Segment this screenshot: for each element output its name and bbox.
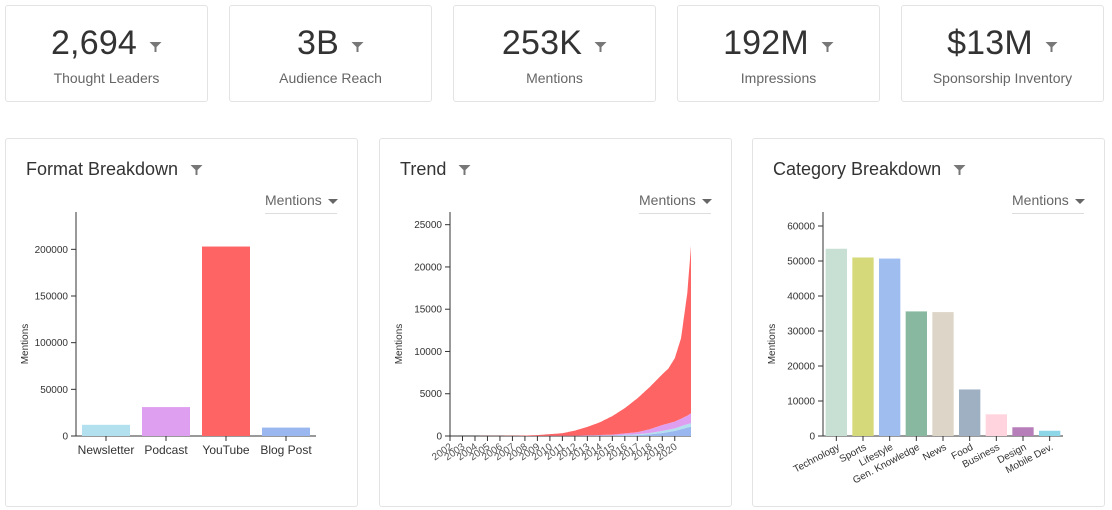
y-tick-label: 30000	[787, 327, 815, 338]
y-tick-label: 200000	[35, 245, 69, 256]
format-breakdown-chart: 0 50000 100000 150000 200000 Mentions Newslett…	[20, 212, 316, 457]
y-tick-label: 20000	[414, 262, 442, 273]
bar-food	[959, 389, 981, 436]
filter-icon[interactable]	[190, 164, 203, 176]
x-tick-label: Blog Post	[260, 443, 312, 457]
kpi-card-sponsorship-inventory: $13M Sponsorship Inventory	[901, 5, 1104, 102]
bar-business	[985, 414, 1007, 436]
filter-icon[interactable]	[953, 164, 966, 176]
y-tick-label: 0	[62, 432, 68, 443]
panel-title: Trend	[400, 159, 471, 180]
category-breakdown-chart: 0 10000 20000 30000 40000 50000 60000 Mentions T…	[767, 212, 1063, 486]
metric-dropdown[interactable]: Mentions	[265, 192, 338, 214]
y-tick-label: 25000	[414, 220, 442, 231]
panel-title-text: Format Breakdown	[26, 159, 179, 179]
trend-panel: Trend Mentions 0 5000 10000 15000 20000 25000…	[379, 138, 732, 507]
kpi-value: 2,694	[50, 24, 138, 62]
bar-podcast	[142, 407, 190, 436]
y-tick-label: 20000	[787, 362, 815, 373]
kpi-card-audience-reach: 3B Audience Reach	[229, 5, 432, 102]
area-blog-post	[450, 426, 691, 436]
panel-title-text: Trend	[400, 159, 447, 179]
y-tick-label: 150000	[35, 292, 69, 303]
y-tick-label: 5000	[420, 389, 443, 400]
category-breakdown-panel: Category Breakdown Mentions 0 10000 20000 3…	[752, 138, 1105, 507]
filter-icon[interactable]	[1045, 41, 1058, 53]
bar-gen-knowledge	[905, 311, 927, 436]
metric-dropdown-value: Mentions	[1012, 192, 1069, 208]
x-tick-label: Newsletter	[78, 443, 135, 457]
panel-title-text: Category Breakdown	[773, 159, 942, 179]
bar-newsletter	[82, 424, 130, 436]
filter-icon[interactable]	[821, 41, 834, 53]
bar-technology	[825, 248, 847, 436]
x-tick-label: Podcast	[144, 443, 188, 457]
kpi-value: 192M	[723, 24, 809, 62]
y-tick-label: 50000	[40, 385, 68, 396]
y-tick-label: 60000	[787, 222, 815, 233]
kpi-value: 3B	[297, 24, 339, 62]
y-axis-label: Mentions	[767, 324, 778, 365]
metric-dropdown[interactable]: Mentions	[1012, 192, 1085, 214]
y-tick-label: 40000	[787, 292, 815, 303]
y-tick-label: 50000	[787, 257, 815, 268]
y-tick-label: 15000	[414, 305, 442, 316]
panel-title: Format Breakdown	[26, 159, 203, 180]
kpi-value: $13M	[947, 24, 1033, 62]
filter-icon[interactable]	[594, 41, 607, 53]
format-breakdown-panel: Format Breakdown Mentions 0 50000 100000 15…	[5, 138, 358, 507]
kpi-label: Audience Reach	[279, 70, 382, 86]
area-youtube	[450, 245, 691, 436]
y-tick-label: 100000	[35, 338, 69, 349]
bar-sports	[852, 257, 874, 436]
y-tick-label: 0	[809, 432, 815, 443]
trend-chart: 0500010000150002000025000Mentions2002200…	[394, 212, 691, 463]
bar-youtube	[202, 246, 250, 436]
panel-title: Category Breakdown	[773, 159, 966, 180]
bar-blog-post	[262, 427, 310, 436]
kpi-value: 253K	[501, 24, 583, 62]
y-tick-label: 10000	[787, 397, 815, 408]
kpi-card-thought-leaders: 2,694 Thought Leaders	[5, 5, 208, 102]
kpi-label: Thought Leaders	[53, 70, 160, 86]
x-tick-label: Technology	[792, 442, 842, 475]
y-tick-label: 0	[436, 432, 442, 443]
bar-lifestyle	[879, 258, 901, 436]
y-axis-label: Mentions	[394, 324, 405, 365]
metric-dropdown-value: Mentions	[265, 192, 322, 208]
bar-mobile-dev-	[1039, 430, 1061, 436]
caret-down-icon	[327, 198, 338, 204]
y-axis-label: Mentions	[20, 324, 31, 365]
metric-dropdown[interactable]: Mentions	[639, 192, 712, 214]
caret-down-icon	[1074, 198, 1085, 204]
bar-news	[932, 312, 954, 436]
filter-icon[interactable]	[351, 41, 364, 53]
kpi-label: Impressions	[740, 70, 817, 86]
x-tick-label: YouTube	[202, 443, 249, 457]
kpi-label: Mentions	[526, 70, 583, 86]
metric-dropdown-value: Mentions	[639, 192, 696, 208]
filter-icon[interactable]	[149, 41, 162, 53]
caret-down-icon	[701, 198, 712, 204]
filter-icon[interactable]	[458, 164, 471, 176]
bar-design	[1012, 427, 1034, 436]
kpi-card-impressions: 192M Impressions	[677, 5, 880, 102]
x-tick-label: News	[921, 442, 948, 463]
kpi-card-mentions: 253K Mentions	[453, 5, 656, 102]
y-tick-label: 10000	[414, 347, 442, 358]
kpi-label: Sponsorship Inventory	[932, 70, 1073, 86]
